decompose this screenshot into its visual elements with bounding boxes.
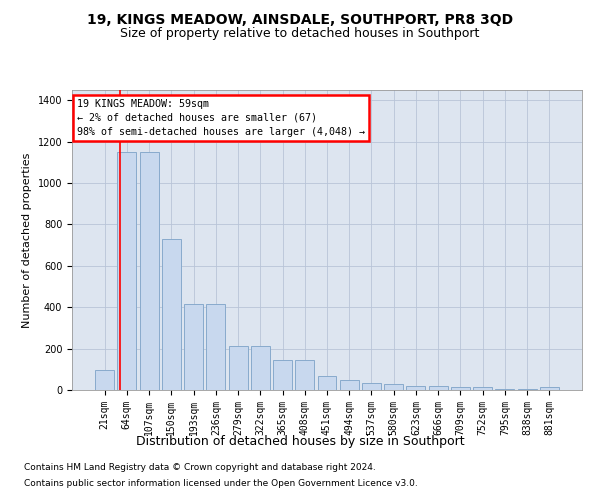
Text: 19 KINGS MEADOW: 59sqm
← 2% of detached houses are smaller (67)
98% of semi-deta: 19 KINGS MEADOW: 59sqm ← 2% of detached … [77, 99, 365, 137]
Bar [184, 304, 203, 390]
Text: Contains HM Land Registry data © Crown copyright and database right 2024.: Contains HM Land Registry data © Crown c… [24, 464, 376, 472]
Bar [473, 387, 492, 390]
Text: Distribution of detached houses by size in Southport: Distribution of detached houses by size … [136, 435, 464, 448]
Bar [406, 386, 425, 390]
Text: Size of property relative to detached houses in Southport: Size of property relative to detached ho… [121, 28, 479, 40]
Bar [162, 239, 181, 390]
Bar [540, 387, 559, 390]
Bar [95, 370, 114, 390]
Bar [206, 304, 225, 390]
Bar [429, 386, 448, 390]
Bar [384, 384, 403, 390]
Bar [118, 152, 136, 390]
Bar [229, 346, 248, 390]
Bar [295, 360, 314, 390]
Bar [340, 380, 359, 390]
Bar [496, 389, 514, 390]
Y-axis label: Number of detached properties: Number of detached properties [22, 152, 32, 328]
Bar [273, 360, 292, 390]
Bar [362, 383, 381, 390]
Bar [518, 389, 536, 390]
Bar [251, 346, 270, 390]
Text: 19, KINGS MEADOW, AINSDALE, SOUTHPORT, PR8 3QD: 19, KINGS MEADOW, AINSDALE, SOUTHPORT, P… [87, 12, 513, 26]
Bar [140, 152, 158, 390]
Bar [317, 376, 337, 390]
Bar [451, 387, 470, 390]
Text: Contains public sector information licensed under the Open Government Licence v3: Contains public sector information licen… [24, 478, 418, 488]
